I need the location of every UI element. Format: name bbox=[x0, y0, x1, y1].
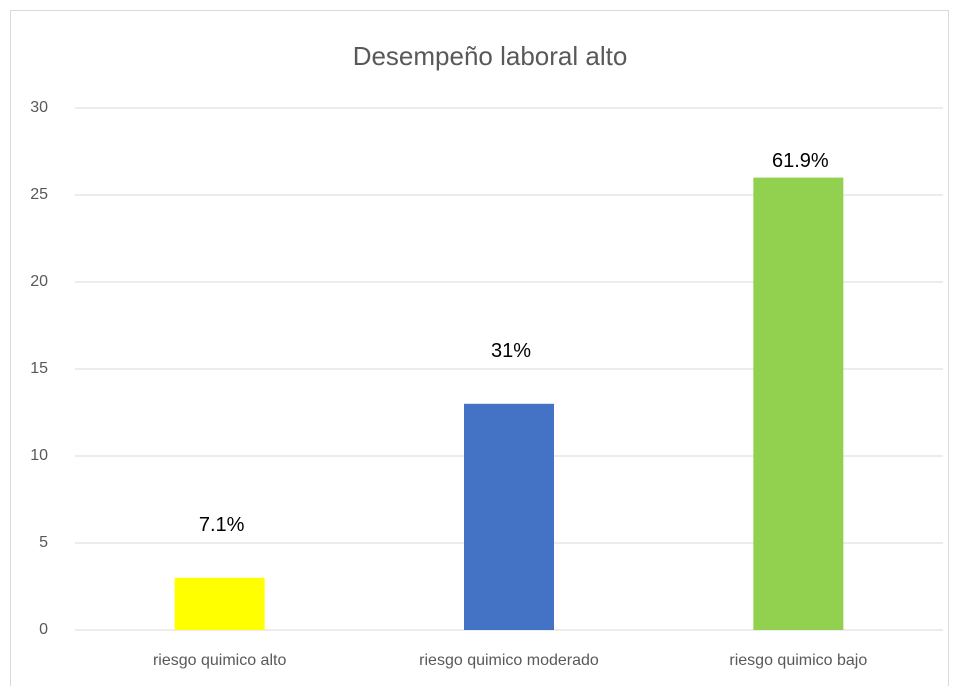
annotation: 31% bbox=[491, 340, 531, 362]
y-tick-label: 5 bbox=[39, 534, 48, 551]
y-tick-label: 15 bbox=[30, 360, 48, 377]
annotation: 61.9% bbox=[772, 150, 829, 172]
bar bbox=[464, 403, 554, 630]
x-tick-label: riesgo quimico bajo bbox=[729, 652, 867, 669]
y-tick-label: 20 bbox=[30, 273, 48, 290]
bar bbox=[174, 577, 265, 630]
y-tick-label: 25 bbox=[30, 186, 48, 203]
y-tick-label: 30 bbox=[30, 99, 48, 116]
y-tick-label: 10 bbox=[30, 447, 48, 464]
y-tick-label: 0 bbox=[39, 621, 48, 638]
x-tick-label: riesgo quimico alto bbox=[153, 652, 287, 669]
x-tick-label: riesgo quimico moderado bbox=[419, 652, 599, 669]
chart-title: Desempeño laboral alto bbox=[353, 41, 628, 71]
annotation: 7.1% bbox=[199, 514, 245, 536]
bar bbox=[753, 177, 844, 630]
